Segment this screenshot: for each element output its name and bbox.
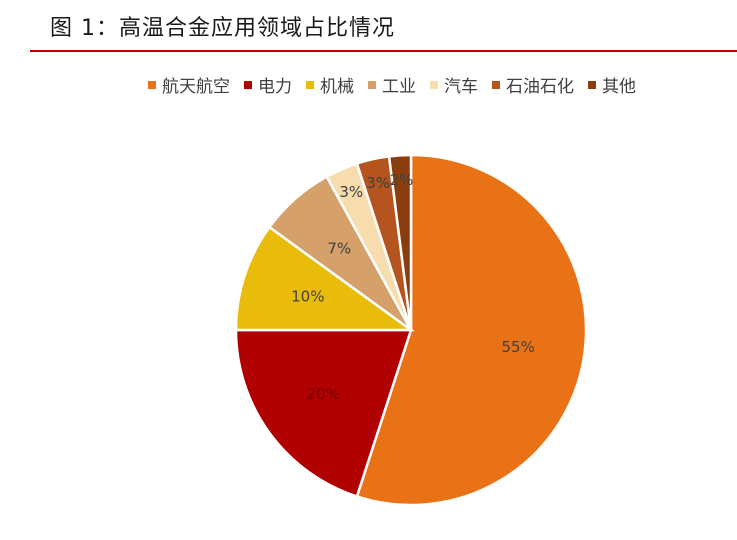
legend-label: 汽车: [444, 77, 478, 97]
legend-swatch: [148, 80, 156, 89]
legend-item: 汽车: [430, 72, 478, 97]
slice-label: 3%: [366, 174, 390, 192]
legend-label: 石油石化: [506, 77, 574, 97]
slice-label: 20%: [307, 385, 340, 403]
legend-swatch: [244, 80, 252, 89]
legend-swatch: [306, 80, 314, 89]
legend-swatch: [368, 80, 376, 89]
figure-title: 图 1：高温合金应用领域占比情况: [50, 16, 395, 41]
chart-legend: 航天航空 电力 机械 工业 汽车 石油石化 其他: [148, 72, 650, 97]
pie-slice: [387, 153, 413, 331]
legend-item: 其他: [588, 72, 636, 97]
title-rule: [30, 50, 737, 52]
pie-slice: [234, 225, 415, 332]
legend-label: 机械: [320, 77, 354, 97]
slice-label: 3%: [339, 183, 363, 201]
legend-item: 电力: [244, 72, 292, 97]
slice-label: 55%: [501, 338, 534, 356]
legend-swatch: [588, 80, 596, 89]
pie-slice: [355, 153, 588, 507]
legend-item: 工业: [368, 72, 416, 97]
legend-label: 其他: [602, 77, 636, 97]
legend-item: 石油石化: [492, 72, 574, 97]
legend-label: 工业: [382, 77, 416, 97]
legend-label: 航天航空: [162, 77, 230, 97]
slice-label: 7%: [327, 240, 351, 258]
legend-label: 电力: [258, 77, 292, 97]
slice-label: 10%: [291, 287, 324, 305]
legend-swatch: [430, 80, 438, 89]
slice-label: 2%: [390, 171, 414, 189]
legend-item: 航天航空: [148, 72, 230, 97]
pie-slice: [234, 328, 413, 499]
legend-swatch: [492, 80, 500, 89]
legend-item: 机械: [306, 72, 354, 97]
